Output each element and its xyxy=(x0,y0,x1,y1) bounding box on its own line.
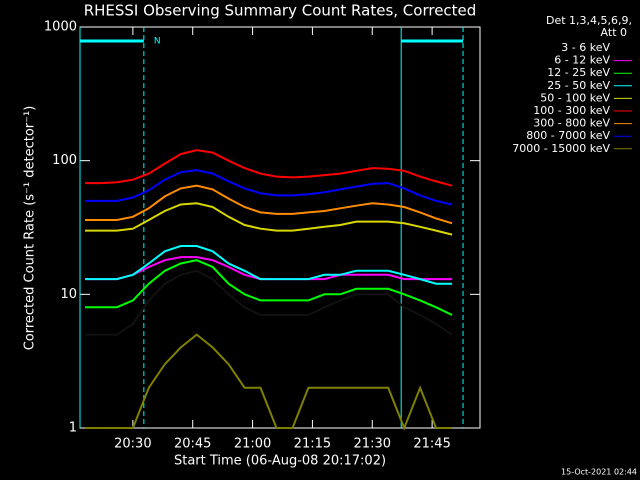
y-axis-label: Corrected Count Rate (s⁻¹ detector⁻¹) xyxy=(23,106,38,351)
legend-title: Att 0 xyxy=(601,26,627,39)
legend-label: 6 - 12 keV xyxy=(554,54,610,67)
x-tick-label: 21:45 xyxy=(413,437,450,452)
legend-label: 7000 - 15000 keV xyxy=(512,142,610,155)
night-label: N xyxy=(154,37,161,47)
x-tick-label: 21:30 xyxy=(354,437,391,452)
x-tick-label: 21:00 xyxy=(234,437,271,452)
x-tick-label: 21:15 xyxy=(294,437,331,452)
x-tick-label: 20:30 xyxy=(114,437,151,452)
series-line xyxy=(85,256,453,281)
x-axis-label: Start Time (06-Aug-08 20:17:02) xyxy=(174,454,386,469)
footer: 15-Oct-2021 02:44 xyxy=(561,468,637,477)
series-line xyxy=(85,245,453,285)
legend-label: 100 - 300 keV xyxy=(533,104,610,117)
y-tick-label: 1 xyxy=(69,421,77,436)
series-line xyxy=(85,259,453,316)
y-tick-label: 10 xyxy=(60,287,77,302)
series-line xyxy=(85,184,453,225)
series-line xyxy=(85,333,453,431)
legend-label: 25 - 50 keV xyxy=(547,79,610,92)
legend-label: 800 - 7000 keV xyxy=(526,129,610,142)
chart-title: RHESSI Observing Summary Count Rates, Co… xyxy=(84,2,477,20)
legend-label: 50 - 100 keV xyxy=(540,91,610,104)
legend-title: Det 1,3,4,5,6,9, xyxy=(546,14,632,27)
x-tick-label: 20:45 xyxy=(174,437,211,452)
y-tick-label: 1000 xyxy=(44,20,77,35)
series-line xyxy=(85,202,453,236)
series-line xyxy=(85,169,453,206)
series-line xyxy=(85,149,453,187)
legend-label: 3 - 6 keV xyxy=(561,41,610,54)
y-tick-label: 100 xyxy=(52,153,77,168)
legend-label: 300 - 800 keV xyxy=(533,117,610,130)
series-line xyxy=(85,269,453,336)
legend-label: 12 - 25 keV xyxy=(547,66,610,79)
